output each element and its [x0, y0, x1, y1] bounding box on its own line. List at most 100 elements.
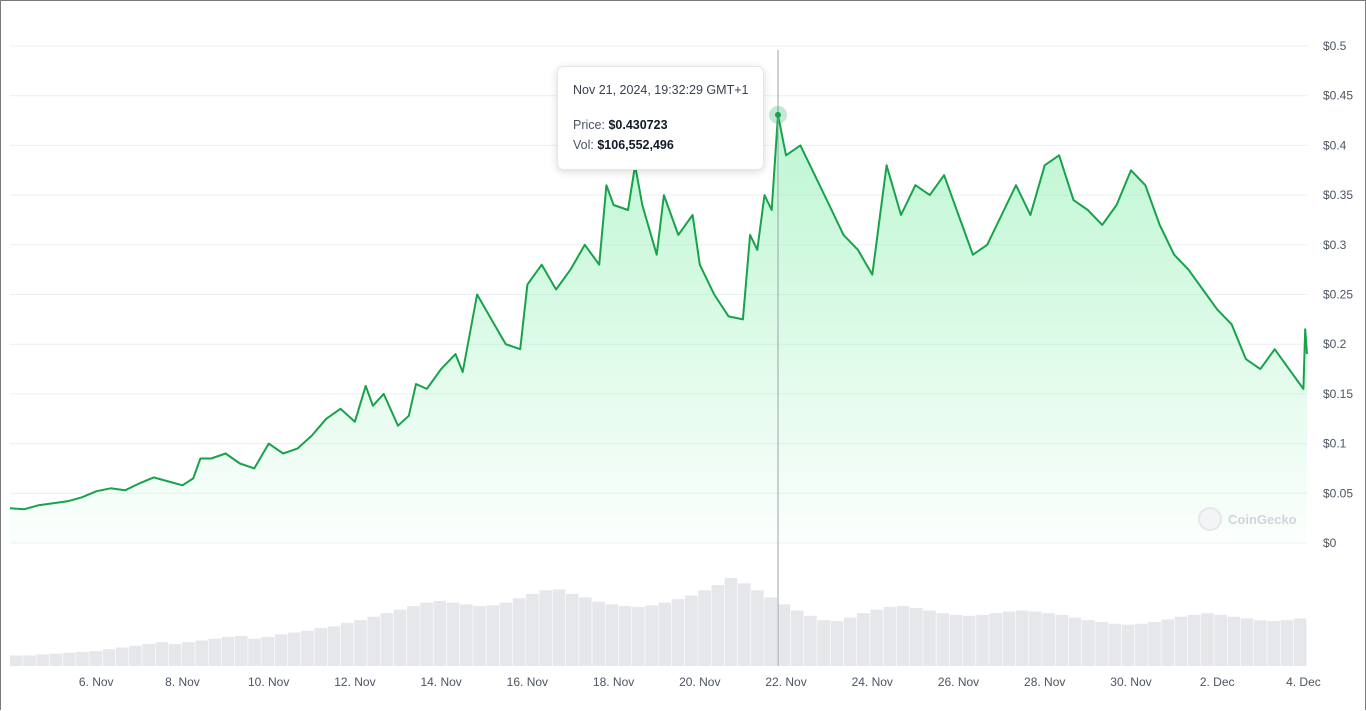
volume-bar [579, 597, 592, 666]
price-area [10, 114, 1307, 544]
volume-bar [248, 638, 261, 666]
volume-bar [195, 640, 208, 666]
volume-bar [473, 606, 486, 666]
volume-bar [1134, 623, 1148, 666]
y-tick-label: $0.35 [1323, 188, 1353, 202]
volume-bar [1055, 614, 1069, 666]
volume-bar [1042, 613, 1055, 666]
coingecko-logo-icon [1198, 507, 1222, 531]
volume-bar [830, 621, 844, 666]
volume-bar [115, 647, 129, 666]
volume-bar [843, 617, 857, 666]
volume-bar [89, 651, 103, 666]
volume-bar [1280, 620, 1294, 666]
volume-bar [354, 620, 367, 666]
volume-bar [632, 607, 645, 666]
volume-bar [857, 613, 870, 666]
x-tick-label: 24. Nov [852, 675, 893, 689]
volume-bar [565, 593, 579, 666]
volume-bar [1214, 614, 1227, 666]
volume-bar [724, 578, 738, 666]
volume-bar [949, 614, 963, 666]
y-tick-label: $0 [1323, 536, 1337, 550]
volume-bar [777, 604, 791, 666]
volume-bar [512, 598, 526, 666]
tooltip-price-value: $0.430723 [608, 118, 668, 132]
watermark-text: CoinGecko [1228, 511, 1297, 527]
volume-bar [1148, 622, 1161, 666]
volume-bar [407, 606, 420, 666]
volume-bar [698, 590, 711, 666]
volume-bar [1002, 611, 1016, 666]
crosshair [769, 50, 788, 666]
x-tick-label: 30. Nov [1110, 675, 1151, 689]
y-tick-label: $0.05 [1323, 486, 1353, 500]
volume-bar [1267, 621, 1280, 666]
hover-point [775, 111, 782, 118]
volume-bar [168, 644, 182, 666]
volume-bar [234, 636, 248, 666]
price-series-line [9, 113, 1308, 511]
y-tick-label: $0.15 [1323, 387, 1353, 401]
volume-bar [552, 589, 566, 666]
volume-bar [1174, 616, 1188, 666]
volume-bar [314, 628, 328, 666]
volume-bar [49, 653, 63, 666]
volume-bar [76, 651, 89, 666]
coingecko-watermark: CoinGecko [1198, 507, 1297, 531]
volume-bar [459, 604, 473, 666]
volume-bar [380, 613, 394, 666]
price-line [9, 113, 1308, 511]
volume-bar [182, 642, 195, 666]
x-axis: 6. Nov 8. Nov 10. Nov 12. Nov 14. Nov 16. Nov… [79, 675, 1321, 689]
volume-bar [486, 605, 500, 666]
x-tick-label: 26. Nov [938, 675, 979, 689]
x-tick-label: 2. Dec [1200, 675, 1235, 689]
volume-bar [221, 636, 235, 666]
volume-bar [36, 654, 50, 666]
volume-bar [751, 590, 764, 666]
x-tick-label: 14. Nov [420, 675, 461, 689]
volume-bar [539, 590, 553, 666]
volume-bar [618, 606, 632, 666]
volume-bar [261, 636, 275, 666]
tooltip-date: Nov 21, 2024, 19:32:29 GMT+1 [573, 83, 749, 97]
y-tick-label: $0.2 [1323, 337, 1347, 351]
y-tick-label: $0.5 [1323, 39, 1347, 53]
x-tick-label: 22. Nov [765, 675, 806, 689]
volume-bar [287, 632, 301, 666]
volume-bar [1254, 620, 1267, 666]
y-axis: $0.5 $0.45 $0.4 $0.35 $0.3 $0.25 $0.2 $0.15 $0.1… [1323, 39, 1353, 550]
x-tick-label: 8. Nov [165, 675, 200, 689]
volume-bar [1161, 619, 1175, 666]
x-tick-label: 10. Nov [248, 675, 289, 689]
volume-bar [711, 585, 725, 666]
volume-bar [923, 610, 936, 666]
volume-bar [1293, 618, 1307, 666]
x-tick-label: 20. Nov [679, 675, 720, 689]
volume-bar [684, 595, 698, 666]
volume-bar [1108, 623, 1122, 666]
price-area-fill [10, 114, 1307, 544]
volume-bar [896, 606, 910, 666]
volume-bar [1095, 622, 1108, 666]
volume-bar [870, 609, 883, 666]
volume-bar [605, 604, 619, 666]
volume-bar [301, 630, 314, 666]
y-tick-label: $0.4 [1323, 138, 1347, 152]
volume-bar [592, 601, 605, 666]
volume-bar [764, 597, 778, 666]
tooltip-price-label: Price: [573, 118, 605, 132]
tooltip-vol-label: Vol: [573, 138, 594, 152]
y-tick-label: $0.1 [1323, 437, 1347, 451]
volume-bar [658, 602, 672, 666]
volume-bar [23, 655, 36, 666]
volume-bar [340, 622, 354, 666]
x-tick-label: 28. Nov [1024, 675, 1065, 689]
volume-bar [1240, 618, 1254, 666]
volume-bar [446, 602, 460, 666]
x-tick-label: 6. Nov [79, 675, 114, 689]
volume-bar [790, 610, 804, 666]
volume-bar [1015, 610, 1029, 666]
